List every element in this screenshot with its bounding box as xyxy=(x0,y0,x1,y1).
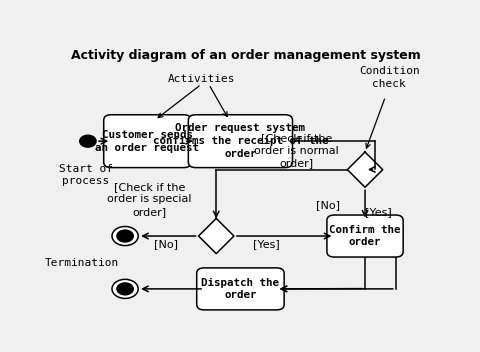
FancyBboxPatch shape xyxy=(188,115,292,168)
Circle shape xyxy=(112,226,138,246)
Text: [Check if the
order is special
order]: [Check if the order is special order] xyxy=(107,182,192,217)
Text: [Yes]: [Yes] xyxy=(365,207,391,216)
Text: Activities: Activities xyxy=(168,74,235,84)
Circle shape xyxy=(112,279,138,298)
Circle shape xyxy=(117,230,133,242)
Text: Dispatch the
order: Dispatch the order xyxy=(202,277,279,300)
Text: Condition
check: Condition check xyxy=(359,66,420,89)
Text: Customer sends
an order request: Customer sends an order request xyxy=(96,130,199,152)
Text: Start of
process: Start of process xyxy=(59,164,113,186)
Text: Confirm the
order: Confirm the order xyxy=(329,225,401,247)
Circle shape xyxy=(117,283,133,295)
FancyBboxPatch shape xyxy=(104,115,191,168)
Polygon shape xyxy=(348,152,383,187)
Text: [No]: [No] xyxy=(316,200,340,210)
Text: Order request system
confirms the receipt of the
order: Order request system confirms the receip… xyxy=(153,123,328,159)
Circle shape xyxy=(80,135,96,147)
FancyBboxPatch shape xyxy=(327,215,403,257)
Text: [No]: [No] xyxy=(154,239,178,249)
FancyBboxPatch shape xyxy=(197,268,284,310)
Text: Termination: Termination xyxy=(45,258,120,268)
Text: [Check if the
order is normal
order]: [Check if the order is normal order] xyxy=(254,133,338,168)
Text: Activity diagram of an order management system: Activity diagram of an order management … xyxy=(71,49,421,62)
Text: [Yes]: [Yes] xyxy=(253,239,280,249)
Polygon shape xyxy=(199,218,234,254)
